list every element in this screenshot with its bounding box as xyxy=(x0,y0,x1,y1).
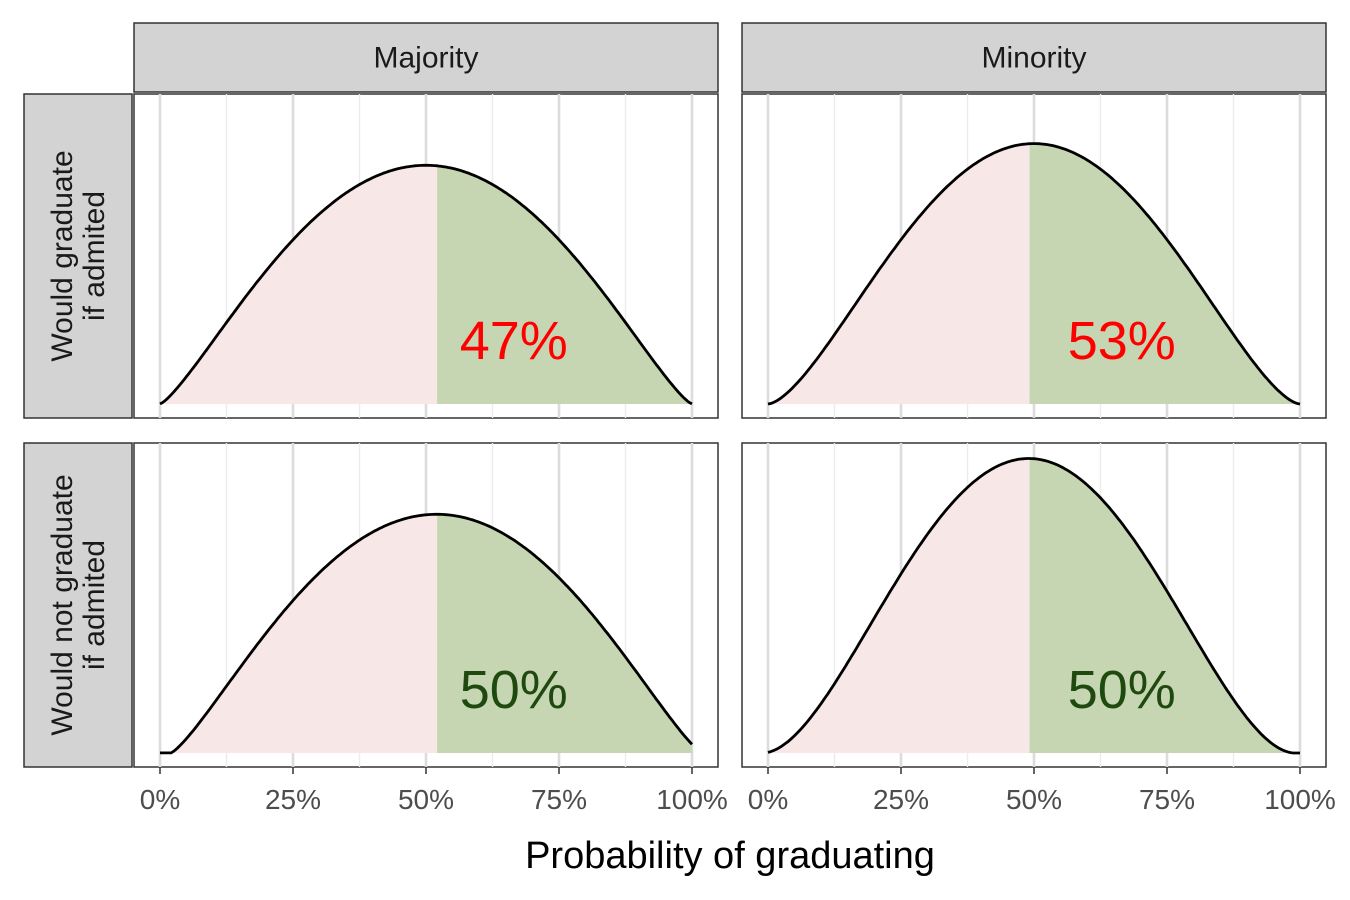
percent-label: 53% xyxy=(1068,311,1176,371)
density-curve xyxy=(159,163,693,406)
area-below-threshold xyxy=(160,514,438,753)
x-tick-label: 0% xyxy=(140,784,180,815)
row-strip-label-group-1: Would not graduate if admited xyxy=(46,474,111,735)
row-strip-label-group-0: Would graduate if admited xyxy=(46,150,111,361)
x-tick-label: 75% xyxy=(531,784,587,815)
area-below-threshold xyxy=(768,143,1030,404)
percent-label: 50% xyxy=(460,660,568,720)
area-above-threshold xyxy=(437,514,692,753)
x-tick-label: 25% xyxy=(265,784,321,815)
area-above-threshold xyxy=(1029,458,1300,753)
panel-0-0: 47% xyxy=(133,93,719,419)
x-axis-title: Probability of graduating xyxy=(525,835,935,877)
x-tick-label: 0% xyxy=(748,784,788,815)
x-tick-label: 50% xyxy=(398,784,454,815)
area-below-threshold xyxy=(160,165,438,404)
col-strip-1 xyxy=(741,22,1327,93)
density-curve xyxy=(767,142,1301,406)
panel-1-1: 50% xyxy=(741,442,1327,768)
col-strip-label-1: Minority xyxy=(981,42,1086,75)
x-tick-label: 100% xyxy=(656,784,728,815)
row-strip-label-1-0: Would not graduate xyxy=(46,474,79,735)
col-strip-0 xyxy=(133,22,719,93)
area-above-threshold xyxy=(1029,143,1300,404)
row-strip-0 xyxy=(23,93,133,419)
density-curve xyxy=(767,457,1300,755)
area-below-threshold xyxy=(768,458,1030,753)
row-strip-label-0-1: if admited xyxy=(78,191,111,321)
panel-0-1: 53% xyxy=(741,93,1327,419)
panel-1-0: 50% xyxy=(133,442,719,768)
row-strip-label-1-1: if admited xyxy=(78,540,111,670)
x-tick-label: 100% xyxy=(1264,784,1336,815)
x-tick-label: 75% xyxy=(1139,784,1195,815)
density-curve xyxy=(160,512,694,755)
percent-label: 50% xyxy=(1068,660,1176,720)
area-above-threshold xyxy=(437,165,692,404)
x-tick-label: 50% xyxy=(1006,784,1062,815)
x-tick-label: 25% xyxy=(873,784,929,815)
row-strip-label-0-0: Would graduate xyxy=(46,150,79,361)
percent-label: 47% xyxy=(460,311,568,371)
col-strip-label-0: Majority xyxy=(373,42,478,75)
row-strip-1 xyxy=(23,442,133,768)
